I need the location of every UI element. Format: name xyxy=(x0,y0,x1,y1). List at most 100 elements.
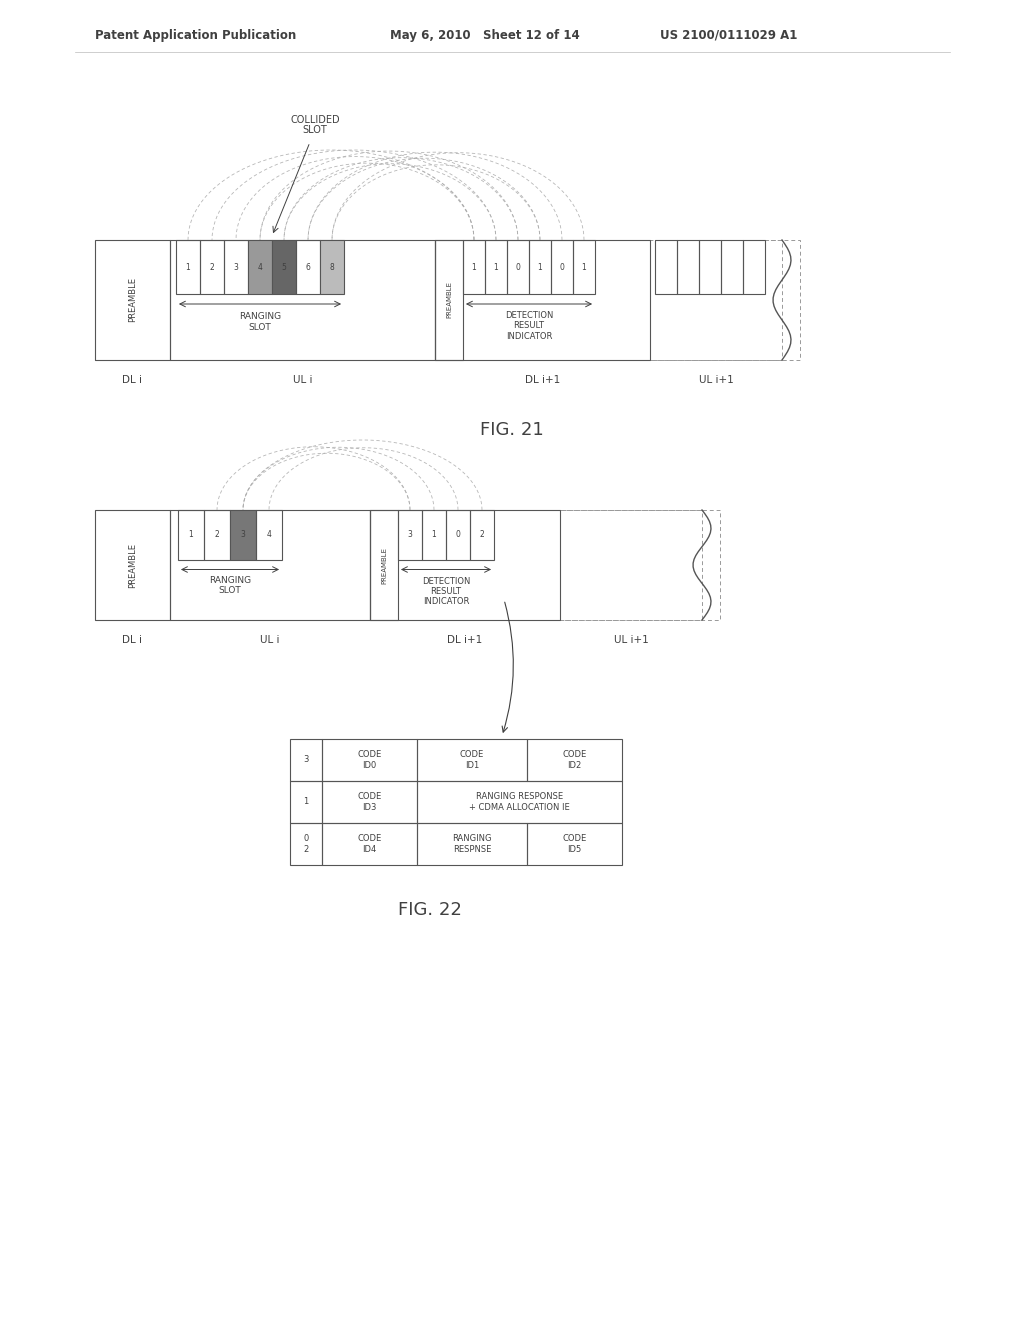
Bar xyxy=(655,240,677,294)
Bar xyxy=(650,240,782,360)
Bar xyxy=(417,781,622,822)
Text: 1: 1 xyxy=(303,797,308,807)
Text: UL i+1: UL i+1 xyxy=(613,635,648,645)
Text: CODE
ID0: CODE ID0 xyxy=(357,750,382,770)
Bar xyxy=(721,240,743,294)
Bar xyxy=(529,240,551,294)
Text: 6: 6 xyxy=(305,263,310,272)
Bar xyxy=(200,240,224,294)
Text: DETECTION
RESULT
INDICATOR: DETECTION RESULT INDICATOR xyxy=(422,577,470,606)
Text: 0: 0 xyxy=(515,263,520,272)
Bar xyxy=(417,822,527,865)
Text: 4: 4 xyxy=(258,263,262,272)
Text: RANGING RESPONSE
+ CDMA ALLOCATION IE: RANGING RESPONSE + CDMA ALLOCATION IE xyxy=(469,792,570,812)
Bar xyxy=(573,240,595,294)
Text: 1: 1 xyxy=(432,531,436,540)
Bar xyxy=(507,240,529,294)
Text: May 6, 2010   Sheet 12 of 14: May 6, 2010 Sheet 12 of 14 xyxy=(390,29,580,41)
Bar xyxy=(470,510,494,560)
Text: PREAMBLE: PREAMBLE xyxy=(128,277,137,322)
Text: DL i: DL i xyxy=(123,375,142,385)
Text: UL i: UL i xyxy=(293,375,312,385)
Bar xyxy=(560,510,702,620)
Bar xyxy=(322,781,417,822)
Text: 3: 3 xyxy=(303,755,308,764)
Bar xyxy=(95,510,720,620)
Bar xyxy=(95,240,170,360)
Text: COLLIDED: COLLIDED xyxy=(290,115,340,125)
Text: 3: 3 xyxy=(233,263,239,272)
Text: PREAMBLE: PREAMBLE xyxy=(128,543,137,587)
Bar xyxy=(417,739,527,781)
Bar xyxy=(170,510,370,620)
Bar xyxy=(272,240,296,294)
Text: PREAMBLE: PREAMBLE xyxy=(381,546,387,583)
Text: 0: 0 xyxy=(559,263,564,272)
Text: CODE
ID2: CODE ID2 xyxy=(562,750,587,770)
Text: FIG. 21: FIG. 21 xyxy=(480,421,544,440)
Bar xyxy=(435,240,650,360)
Bar xyxy=(176,240,200,294)
Bar xyxy=(204,510,230,560)
Bar xyxy=(319,240,344,294)
Bar xyxy=(95,510,170,620)
Bar xyxy=(463,240,485,294)
Text: 4: 4 xyxy=(266,531,271,540)
Text: Patent Application Publication: Patent Application Publication xyxy=(95,29,296,41)
Bar xyxy=(296,240,319,294)
Bar xyxy=(435,240,463,360)
Bar xyxy=(446,510,470,560)
Bar xyxy=(170,240,435,360)
Text: 2: 2 xyxy=(479,531,484,540)
Bar xyxy=(322,822,417,865)
Text: 1: 1 xyxy=(582,263,587,272)
Bar xyxy=(743,240,765,294)
Text: RANGING
SLOT: RANGING SLOT xyxy=(239,313,281,331)
Text: 8: 8 xyxy=(330,263,335,272)
Text: CODE
ID5: CODE ID5 xyxy=(562,834,587,854)
Bar xyxy=(290,739,322,781)
Bar xyxy=(290,781,322,822)
Bar xyxy=(677,240,699,294)
Text: 1: 1 xyxy=(494,263,499,272)
Bar xyxy=(398,510,422,560)
Text: 3: 3 xyxy=(408,531,413,540)
Text: 1: 1 xyxy=(538,263,543,272)
Text: PREAMBLE: PREAMBLE xyxy=(446,281,452,318)
Text: SLOT: SLOT xyxy=(303,125,328,135)
Text: US 2100/0111029 A1: US 2100/0111029 A1 xyxy=(660,29,798,41)
Text: DL i+1: DL i+1 xyxy=(525,375,560,385)
Text: CODE
ID1: CODE ID1 xyxy=(460,750,484,770)
Text: 1: 1 xyxy=(472,263,476,272)
Bar xyxy=(248,240,272,294)
Bar xyxy=(527,822,622,865)
Text: 1: 1 xyxy=(188,531,194,540)
Text: UL i+1: UL i+1 xyxy=(698,375,733,385)
Bar xyxy=(699,240,721,294)
Text: 0: 0 xyxy=(456,531,461,540)
Text: DETECTION
RESULT
INDICATOR: DETECTION RESULT INDICATOR xyxy=(505,312,553,341)
Bar xyxy=(370,510,560,620)
Bar xyxy=(256,510,282,560)
Text: DL i+1: DL i+1 xyxy=(447,635,482,645)
Bar xyxy=(527,739,622,781)
Text: 2: 2 xyxy=(215,531,219,540)
Text: CODE
ID4: CODE ID4 xyxy=(357,834,382,854)
Bar xyxy=(230,510,256,560)
Text: RANGING
SLOT: RANGING SLOT xyxy=(209,576,251,595)
Text: CODE
ID3: CODE ID3 xyxy=(357,792,382,812)
Bar xyxy=(551,240,573,294)
Text: 3: 3 xyxy=(241,531,246,540)
Bar xyxy=(422,510,446,560)
Bar xyxy=(322,739,417,781)
Bar xyxy=(95,240,800,360)
Text: UL i: UL i xyxy=(260,635,280,645)
Text: 0
2: 0 2 xyxy=(303,834,308,854)
Bar xyxy=(370,510,398,620)
Bar xyxy=(178,510,204,560)
Text: DL i: DL i xyxy=(123,635,142,645)
Text: 2: 2 xyxy=(210,263,214,272)
Bar xyxy=(485,240,507,294)
Bar xyxy=(290,822,322,865)
Text: 5: 5 xyxy=(282,263,287,272)
